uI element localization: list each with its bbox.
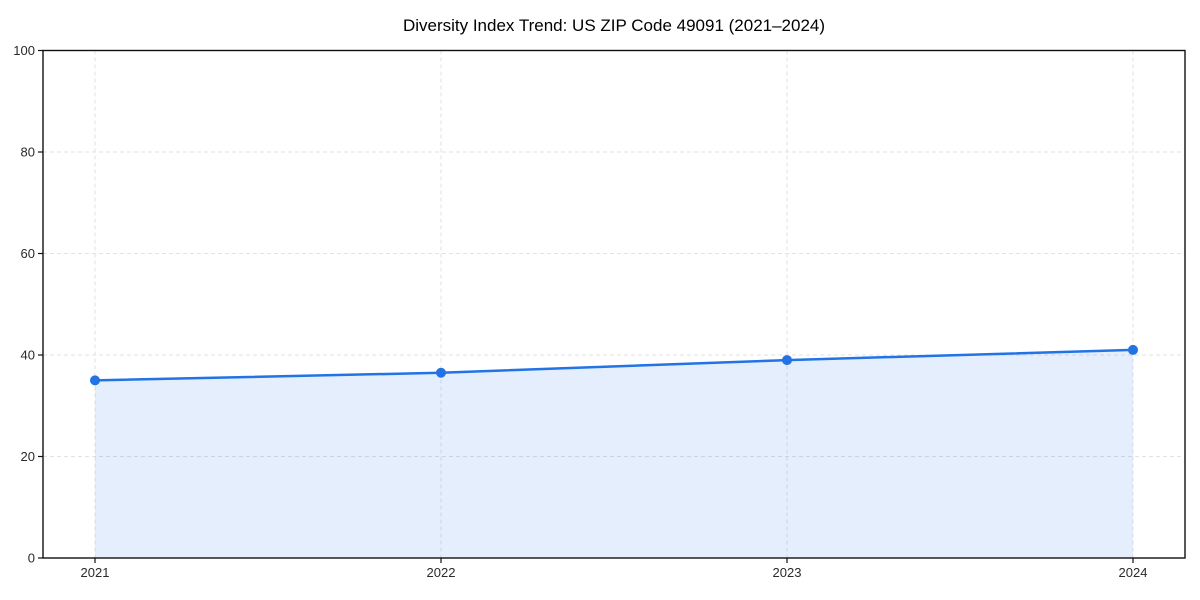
data-point-marker: [90, 375, 100, 386]
y-tick-label: 20: [21, 449, 35, 464]
data-point-marker: [1128, 344, 1138, 355]
x-tick-label: 2024: [1119, 565, 1148, 580]
data-point-marker: [782, 355, 792, 366]
trend-line: [93, 348, 1135, 382]
plot-border: [42, 49, 1186, 559]
chart-title: Diversity Index Trend: US ZIP Code 49091…: [403, 16, 825, 35]
y-tick-label: 0: [28, 551, 35, 566]
tick-label-layer: 0 20 40 60 80 100 2021 2022 2023 2024: [13, 43, 1147, 580]
axes-layer: [38, 49, 1186, 563]
y-tick-label: 60: [21, 246, 35, 261]
x-tick-label: 2023: [773, 565, 802, 580]
series-layer: [90, 344, 1138, 386]
area-fill-layer: [95, 349, 1133, 558]
area-fill: [95, 349, 1133, 558]
y-tick-label: 80: [21, 145, 35, 160]
y-tick-label: 100: [13, 43, 35, 58]
data-point-marker: [436, 367, 446, 378]
x-tick-label: 2021: [81, 565, 110, 580]
y-tick-label: 40: [21, 348, 35, 363]
x-tick-label: 2022: [427, 565, 456, 580]
